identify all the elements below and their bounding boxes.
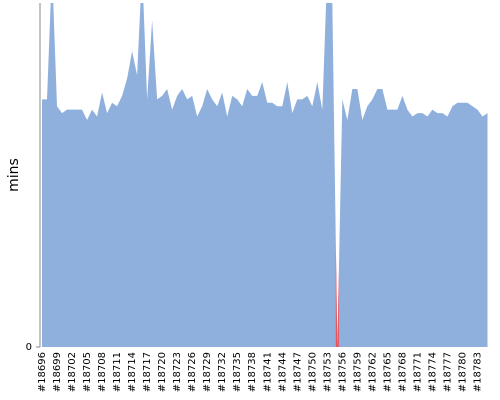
x-tick-label: #18762 — [367, 352, 378, 392]
x-tick-label: #18756 — [337, 352, 348, 392]
y-axis-label: mins — [6, 158, 22, 192]
failed-build — [335, 243, 339, 347]
x-tick-label: #18783 — [472, 352, 483, 392]
x-tick-label: #18741 — [262, 352, 273, 392]
y-tick-label: 0 — [26, 342, 32, 353]
x-tick-label: #18774 — [427, 352, 438, 392]
x-tick-label: #18765 — [382, 352, 393, 392]
x-tick-label: #18735 — [232, 352, 243, 392]
x-tick-label: #18780 — [457, 352, 468, 392]
x-tick-label: #18738 — [247, 352, 258, 392]
x-tick-label: #18753 — [322, 352, 333, 392]
x-tick-label: #18702 — [67, 352, 78, 392]
x-tick-label: #18717 — [142, 352, 153, 392]
x-tick-label: #18750 — [307, 352, 318, 392]
x-tick-label: #18714 — [127, 352, 138, 392]
x-tick-label: #18726 — [187, 352, 198, 392]
area — [42, 3, 488, 347]
x-tick-label: #18705 — [82, 352, 93, 392]
x-tick-label: #18720 — [157, 352, 168, 392]
plot-area — [42, 3, 488, 347]
x-tick-label: #18699 — [52, 352, 63, 392]
x-tick-label: #18768 — [397, 352, 408, 392]
x-tick-label: #18696 — [37, 352, 48, 392]
x-tick-label: #18771 — [412, 352, 423, 392]
x-tick-label: #18723 — [172, 352, 183, 392]
x-tick-label: #18711 — [112, 352, 123, 392]
x-tick-label: #18732 — [217, 352, 228, 392]
x-tick-label: #18729 — [202, 352, 213, 392]
x-tick-label: #18708 — [97, 352, 108, 392]
x-tick-label: #18759 — [352, 352, 363, 392]
x-tick-label: #18777 — [442, 352, 453, 392]
x-tick-label: #18744 — [277, 352, 288, 392]
x-tick-label: #18747 — [292, 352, 303, 392]
